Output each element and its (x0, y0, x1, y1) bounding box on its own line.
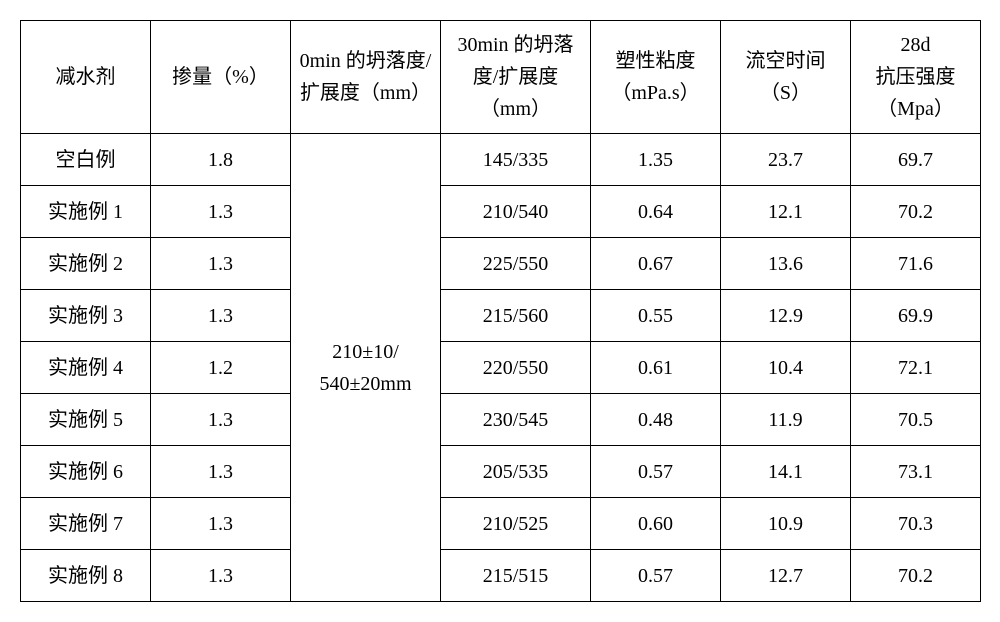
cell-strength: 71.6 (851, 238, 981, 290)
col-header-dosage: 掺量（%） (151, 21, 291, 134)
cell-slump30: 215/515 (441, 550, 591, 602)
data-table: 减水剂 掺量（%） 0min 的坍落度/扩展度（mm） 30min 的坍落度/扩… (20, 20, 981, 602)
cell-viscosity: 0.64 (591, 186, 721, 238)
cell-viscosity: 0.61 (591, 342, 721, 394)
cell-label: 实施例 4 (21, 342, 151, 394)
col-header-slump0: 0min 的坍落度/扩展度（mm） (291, 21, 441, 134)
col-header-flowtime: 流空时间（S） (721, 21, 851, 134)
cell-slump30: 145/335 (441, 134, 591, 186)
table-body: 空白例 1.8 210±10/ 540±20mm 145/335 1.35 23… (21, 134, 981, 602)
cell-flowtime: 14.1 (721, 446, 851, 498)
cell-slump30: 210/525 (441, 498, 591, 550)
cell-slump30: 230/545 (441, 394, 591, 446)
cell-viscosity: 0.67 (591, 238, 721, 290)
table-header-row: 减水剂 掺量（%） 0min 的坍落度/扩展度（mm） 30min 的坍落度/扩… (21, 21, 981, 134)
cell-strength: 70.3 (851, 498, 981, 550)
cell-flowtime: 12.1 (721, 186, 851, 238)
cell-viscosity: 0.48 (591, 394, 721, 446)
cell-slump30: 205/535 (441, 446, 591, 498)
cell-dosage: 1.3 (151, 186, 291, 238)
table-row: 实施例 6 1.3 205/535 0.57 14.1 73.1 (21, 446, 981, 498)
cell-flowtime: 11.9 (721, 394, 851, 446)
cell-slump30: 210/540 (441, 186, 591, 238)
table-row: 实施例 8 1.3 215/515 0.57 12.7 70.2 (21, 550, 981, 602)
cell-dosage: 1.3 (151, 446, 291, 498)
cell-label: 实施例 7 (21, 498, 151, 550)
cell-strength: 69.7 (851, 134, 981, 186)
cell-flowtime: 10.4 (721, 342, 851, 394)
cell-dosage: 1.3 (151, 238, 291, 290)
cell-label: 实施例 8 (21, 550, 151, 602)
table-row: 实施例 4 1.2 220/550 0.61 10.4 72.1 (21, 342, 981, 394)
cell-slump0-merged: 210±10/ 540±20mm (291, 134, 441, 602)
col-header-slump30: 30min 的坍落度/扩展度（mm） (441, 21, 591, 134)
cell-dosage: 1.2 (151, 342, 291, 394)
cell-label: 实施例 6 (21, 446, 151, 498)
cell-viscosity: 0.55 (591, 290, 721, 342)
cell-label: 空白例 (21, 134, 151, 186)
cell-slump30: 225/550 (441, 238, 591, 290)
cell-strength: 72.1 (851, 342, 981, 394)
col-header-agent: 减水剂 (21, 21, 151, 134)
table-row: 实施例 1 1.3 210/540 0.64 12.1 70.2 (21, 186, 981, 238)
cell-strength: 70.5 (851, 394, 981, 446)
col-header-strength: 28d 抗压强度（Mpa） (851, 21, 981, 134)
cell-strength: 69.9 (851, 290, 981, 342)
cell-flowtime: 23.7 (721, 134, 851, 186)
cell-dosage: 1.3 (151, 550, 291, 602)
cell-dosage: 1.3 (151, 498, 291, 550)
table-row: 实施例 5 1.3 230/545 0.48 11.9 70.5 (21, 394, 981, 446)
cell-label: 实施例 5 (21, 394, 151, 446)
cell-flowtime: 10.9 (721, 498, 851, 550)
cell-label: 实施例 2 (21, 238, 151, 290)
cell-slump30: 220/550 (441, 342, 591, 394)
cell-flowtime: 13.6 (721, 238, 851, 290)
cell-viscosity: 0.60 (591, 498, 721, 550)
cell-flowtime: 12.9 (721, 290, 851, 342)
cell-dosage: 1.3 (151, 290, 291, 342)
cell-label: 实施例 1 (21, 186, 151, 238)
cell-strength: 73.1 (851, 446, 981, 498)
table-row: 空白例 1.8 210±10/ 540±20mm 145/335 1.35 23… (21, 134, 981, 186)
table-row: 实施例 3 1.3 215/560 0.55 12.9 69.9 (21, 290, 981, 342)
cell-strength: 70.2 (851, 186, 981, 238)
cell-strength: 70.2 (851, 550, 981, 602)
cell-viscosity: 1.35 (591, 134, 721, 186)
table-row: 实施例 2 1.3 225/550 0.67 13.6 71.6 (21, 238, 981, 290)
cell-label: 实施例 3 (21, 290, 151, 342)
cell-flowtime: 12.7 (721, 550, 851, 602)
table-row: 实施例 7 1.3 210/525 0.60 10.9 70.3 (21, 498, 981, 550)
cell-dosage: 1.3 (151, 394, 291, 446)
cell-slump30: 215/560 (441, 290, 591, 342)
cell-dosage: 1.8 (151, 134, 291, 186)
col-header-viscosity: 塑性粘度（mPa.s） (591, 21, 721, 134)
cell-viscosity: 0.57 (591, 446, 721, 498)
cell-viscosity: 0.57 (591, 550, 721, 602)
